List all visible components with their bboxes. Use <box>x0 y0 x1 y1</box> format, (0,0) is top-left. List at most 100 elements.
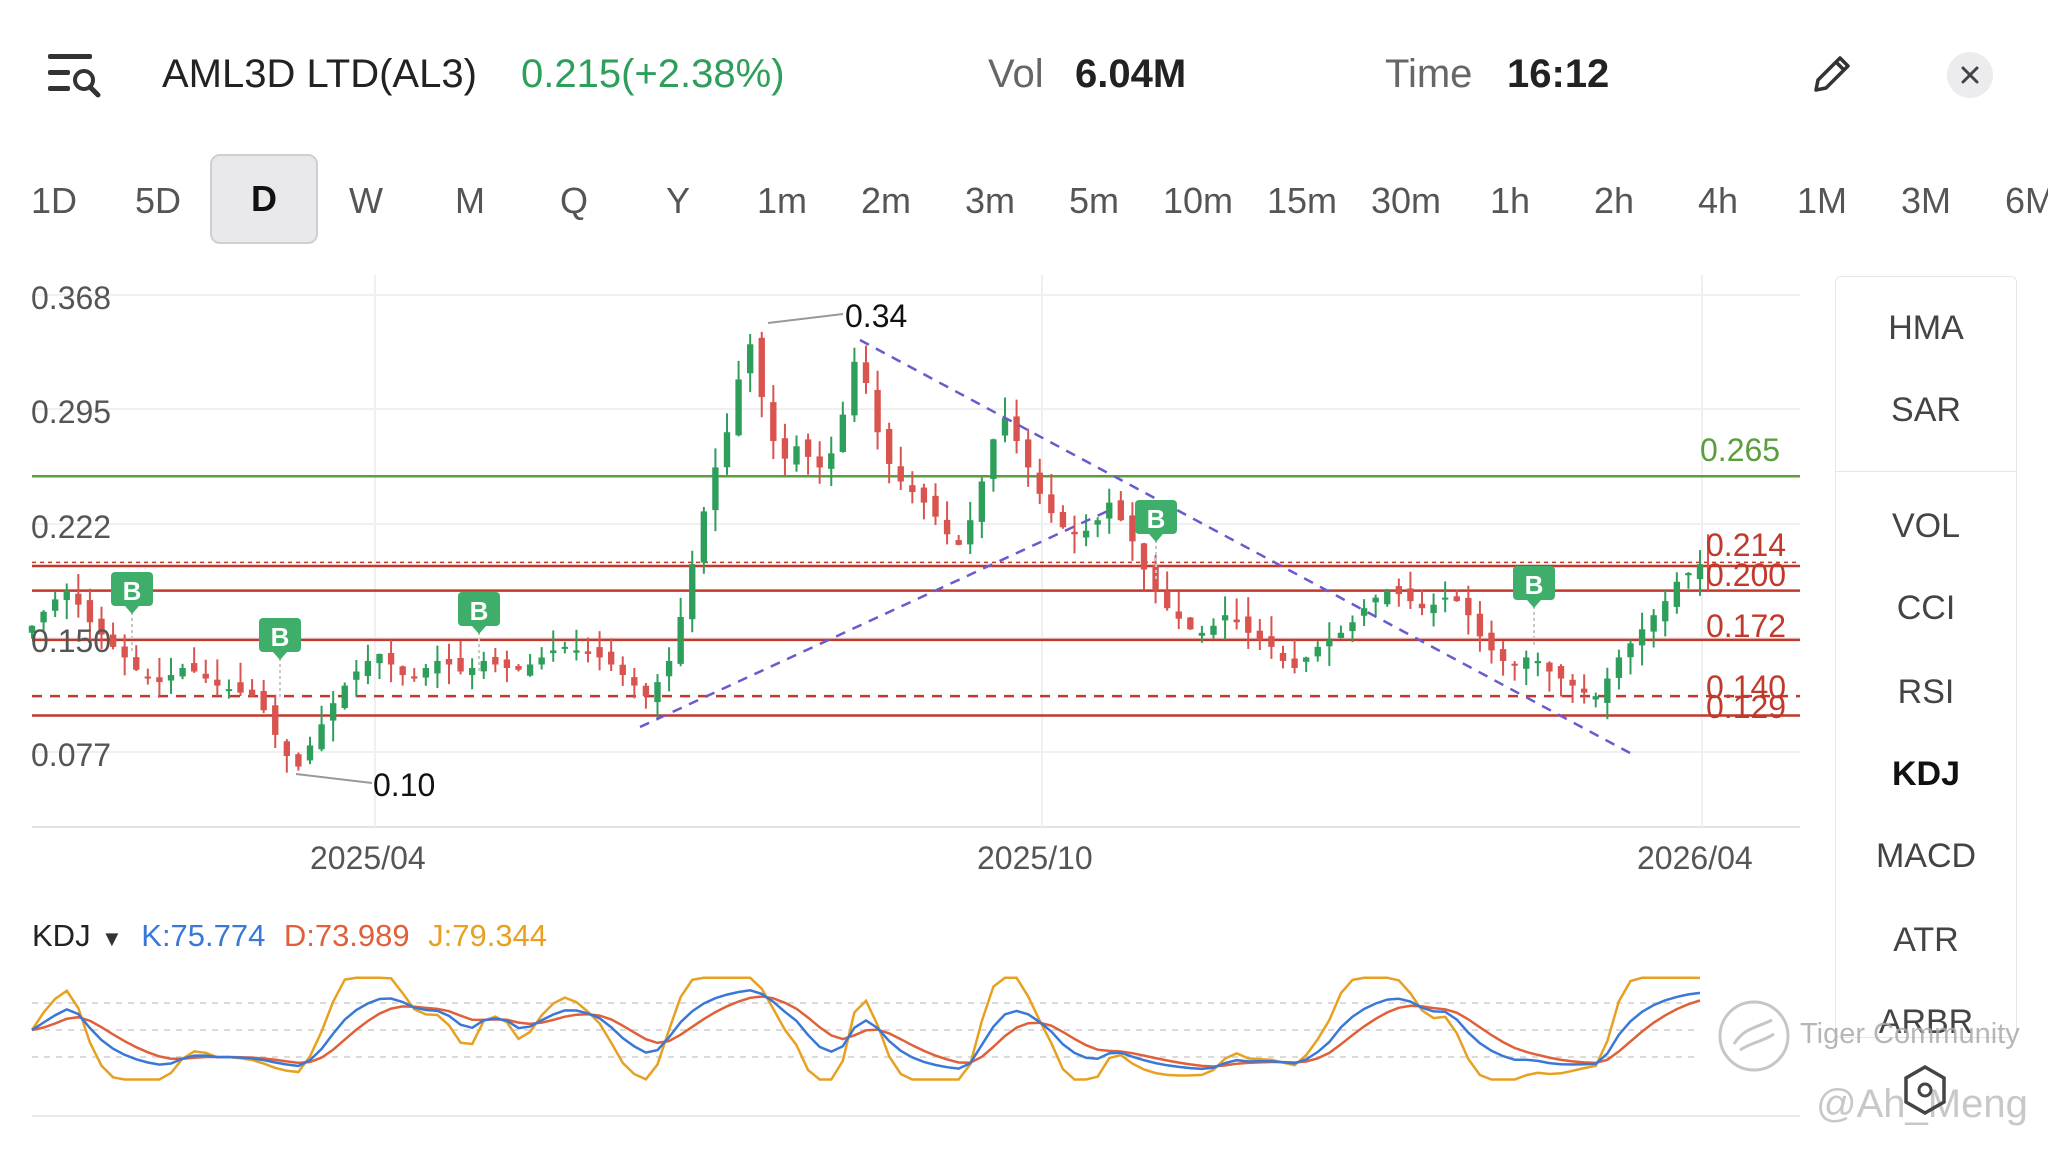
candle <box>1499 641 1507 676</box>
tab-1h[interactable]: 1h <box>1489 180 1531 221</box>
j-value: J:79.344 <box>428 918 548 953</box>
tab-2h[interactable]: 2h <box>1593 180 1635 221</box>
candle <box>75 573 82 618</box>
tab-3m[interactable]: 3m <box>964 180 1015 221</box>
candle <box>1696 550 1704 596</box>
x-tick-label: 2025/10 <box>977 840 1093 876</box>
edit-pencil-icon[interactable] <box>1808 50 1856 98</box>
indicator-sar[interactable]: SAR <box>1891 391 1961 429</box>
indicator-hma[interactable]: HMA <box>1888 309 1964 347</box>
watermark-user: @Ah_Meng <box>1816 1082 2028 1126</box>
tab-3m[interactable]: 3M <box>1900 180 1951 221</box>
tab-5d[interactable]: 5D <box>134 180 182 221</box>
y-tick-label: 0.150 <box>31 623 112 659</box>
candle <box>1685 572 1692 589</box>
kdj-indicator-name[interactable]: KDJ <box>32 918 91 953</box>
candle <box>1314 641 1321 662</box>
candle <box>1615 649 1623 690</box>
candle <box>631 668 638 699</box>
indicator-atr[interactable]: ATR <box>1893 921 1959 959</box>
kdj-j-line <box>30 976 1701 1081</box>
candle <box>515 663 522 672</box>
menu-search-icon[interactable] <box>46 50 102 100</box>
candle <box>909 471 916 504</box>
buy-marker[interactable]: B <box>458 592 500 672</box>
y-tick-label: 0.222 <box>31 509 112 545</box>
buy-marker[interactable]: B <box>1135 500 1177 580</box>
tab-w[interactable]: W <box>349 180 383 221</box>
candle <box>51 591 59 618</box>
candle <box>248 679 256 697</box>
candle <box>98 606 105 650</box>
candle <box>387 639 395 683</box>
tab-2m[interactable]: 2m <box>860 180 911 221</box>
candle <box>283 739 291 773</box>
tab-10m[interactable]: 10m <box>1162 180 1234 221</box>
kdj-chart[interactable] <box>0 960 1810 1120</box>
tab-6m[interactable]: 6M <box>2004 180 2048 221</box>
tab-d[interactable]: D <box>210 154 318 244</box>
tab-5m[interactable]: 5m <box>1068 180 1119 221</box>
buy-marker-label: B <box>1525 570 1544 600</box>
buy-marker[interactable]: B <box>1513 566 1555 646</box>
candle <box>1221 596 1229 640</box>
candle <box>1210 618 1217 639</box>
candle <box>353 660 360 697</box>
tab-1d[interactable]: 1D <box>30 180 78 221</box>
candle <box>1245 597 1252 649</box>
candle <box>920 483 928 520</box>
candle <box>862 345 870 394</box>
candle <box>341 682 348 710</box>
indicator-arbr[interactable]: ARBR <box>1878 1003 1974 1041</box>
candle <box>40 610 47 632</box>
candle <box>1592 692 1599 708</box>
candle <box>1662 589 1669 637</box>
chevron-down-icon[interactable]: ▼ <box>101 926 123 951</box>
tab-30m[interactable]: 30m <box>1370 180 1442 221</box>
candle <box>1198 625 1206 643</box>
tab-15m[interactable]: 15m <box>1266 180 1338 221</box>
tab-1m[interactable]: 1m <box>756 180 807 221</box>
candle <box>932 483 939 526</box>
time-value: 16:12 <box>1507 52 1610 96</box>
buy-marker[interactable]: B <box>111 572 153 652</box>
tab-y[interactable]: Y <box>665 180 690 221</box>
level-label-0.200: 0.200 <box>1706 557 1787 593</box>
candle <box>1291 639 1298 674</box>
indicator-macd[interactable]: MACD <box>1875 837 1977 875</box>
close-button[interactable] <box>1947 52 1993 98</box>
candle <box>712 448 719 532</box>
indicator-vol[interactable]: VOL <box>1891 507 1961 545</box>
watermark-community: Tiger Community <box>1800 1018 2020 1050</box>
close-icon <box>1961 66 1979 84</box>
candle <box>272 694 279 748</box>
kdj-d-line <box>31 995 1701 1068</box>
buy-marker[interactable]: B <box>259 618 301 698</box>
candle <box>885 422 893 484</box>
low-pointer-line <box>295 773 373 784</box>
candle <box>86 588 94 642</box>
indicator-cci[interactable]: CCI <box>1896 589 1956 627</box>
level-label-0.265: 0.265 <box>1700 432 1781 468</box>
tab-1m[interactable]: 1M <box>1796 180 1847 221</box>
hexagon-icon[interactable] <box>1902 1064 1948 1116</box>
candle <box>445 643 453 685</box>
tab-m[interactable]: M <box>455 180 485 221</box>
candle <box>816 441 823 484</box>
candle <box>990 438 997 492</box>
tab-q[interactable]: Q <box>559 180 588 221</box>
indicator-kdj[interactable]: KDJ <box>1891 755 1961 793</box>
candle <box>642 683 650 709</box>
candle <box>573 629 580 661</box>
tab-4h[interactable]: 4h <box>1697 180 1739 221</box>
price-chart[interactable]: B B B B B <box>0 270 1810 870</box>
candle <box>1036 458 1043 505</box>
indicator-rsi[interactable]: RSI <box>1897 673 1955 711</box>
buy-marker-label: B <box>271 622 290 652</box>
level-label-0.129: 0.129 <box>1706 689 1787 725</box>
candle <box>468 658 476 690</box>
candle <box>1268 616 1275 659</box>
candle <box>329 691 337 742</box>
support-trendline <box>639 508 1111 729</box>
candle <box>492 647 499 673</box>
